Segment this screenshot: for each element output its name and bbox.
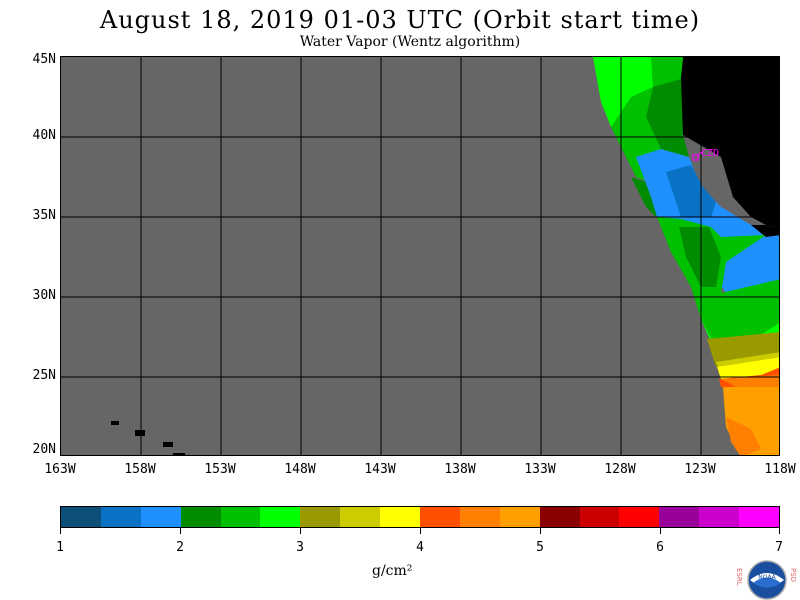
station-label: CZD bbox=[701, 148, 719, 159]
lat-label-45n: 45N bbox=[32, 52, 56, 67]
lon-label-128w: 128W bbox=[604, 462, 636, 477]
island-kauai bbox=[111, 421, 119, 425]
logo-right-text: PSD bbox=[789, 568, 797, 582]
lon-label-133w: 133W bbox=[524, 462, 556, 477]
cb-tick bbox=[60, 528, 61, 534]
color-bar bbox=[60, 506, 780, 528]
cb-tick bbox=[779, 528, 780, 534]
color-bar-segment bbox=[739, 507, 780, 527]
map-canvas: CZD bbox=[61, 57, 779, 455]
color-bar-segment bbox=[420, 507, 460, 527]
cb-label-3: 3 bbox=[296, 540, 304, 555]
color-bar-segment bbox=[380, 507, 421, 527]
cb-tick bbox=[420, 528, 421, 534]
island-maui bbox=[163, 442, 173, 447]
color-bar-segment bbox=[61, 507, 101, 527]
island-oahu bbox=[135, 430, 145, 436]
cb-label-7: 7 bbox=[775, 540, 783, 555]
cb-label-2: 2 bbox=[176, 540, 184, 555]
color-bar-segment bbox=[300, 507, 341, 527]
logo-left-text: ESRL bbox=[735, 568, 743, 586]
water-vapor-map: CZD bbox=[60, 56, 780, 456]
swath-dark-green-south bbox=[679, 227, 721, 287]
color-bar-segment bbox=[539, 507, 580, 527]
cb-tick bbox=[540, 528, 541, 534]
cb-label-5: 5 bbox=[536, 540, 544, 555]
island-big-island bbox=[173, 453, 185, 455]
cb-tick bbox=[300, 528, 301, 534]
lon-label-148w: 148W bbox=[284, 462, 316, 477]
color-bar-segment bbox=[579, 507, 620, 527]
swath-dark-blue bbox=[666, 165, 716, 217]
lat-label-20n: 20N bbox=[32, 442, 56, 457]
color-bar-segment bbox=[180, 507, 221, 527]
lon-label-158w: 158W bbox=[124, 462, 156, 477]
swath-yellow bbox=[717, 357, 779, 379]
noaa-logo: NOAA ESRL PSD bbox=[735, 560, 797, 600]
units-label: g/cm² bbox=[372, 563, 413, 579]
lat-label-30n: 30N bbox=[32, 288, 56, 303]
lon-label-123w: 123W bbox=[684, 462, 716, 477]
land-baja bbox=[751, 225, 779, 237]
logo-center-text: NOAA bbox=[758, 574, 776, 581]
color-bar-segment bbox=[340, 507, 381, 527]
color-bar-segment bbox=[699, 507, 740, 527]
color-bar-segment bbox=[619, 507, 660, 527]
swath-light-green-north bbox=[593, 57, 653, 127]
graticule bbox=[61, 57, 779, 455]
cb-label-6: 6 bbox=[656, 540, 664, 555]
map-title: August 18, 2019 01-03 UTC (Orbit start t… bbox=[99, 6, 701, 34]
lat-label-40n: 40N bbox=[32, 128, 56, 143]
station-marker-czd: CZD bbox=[692, 148, 719, 161]
cb-label-1: 1 bbox=[56, 540, 64, 555]
lon-label-163w: 163W bbox=[44, 462, 76, 477]
lon-label-143w: 143W bbox=[364, 462, 396, 477]
cb-tick bbox=[660, 528, 661, 534]
swath-orange-south bbox=[726, 417, 761, 455]
lon-label-153w: 153W bbox=[204, 462, 236, 477]
lat-label-35n: 35N bbox=[32, 208, 56, 223]
color-bar-segment bbox=[459, 507, 500, 527]
color-bar-segment bbox=[100, 507, 141, 527]
lon-label-138w: 138W bbox=[444, 462, 476, 477]
land-north-america bbox=[679, 57, 779, 229]
lon-label-118w: 118W bbox=[764, 462, 796, 477]
map-subtitle: Water Vapor (Wentz algorithm) bbox=[299, 34, 521, 50]
cb-label-4: 4 bbox=[416, 540, 424, 555]
color-bar-segment bbox=[499, 507, 540, 527]
lat-label-25n: 25N bbox=[32, 368, 56, 383]
color-bar-segment bbox=[220, 507, 261, 527]
color-bar-segment bbox=[260, 507, 301, 527]
color-bar-segment bbox=[140, 507, 181, 527]
hawaiian-islands bbox=[111, 421, 185, 455]
cb-tick bbox=[180, 528, 181, 534]
color-bar-segment bbox=[659, 507, 700, 527]
